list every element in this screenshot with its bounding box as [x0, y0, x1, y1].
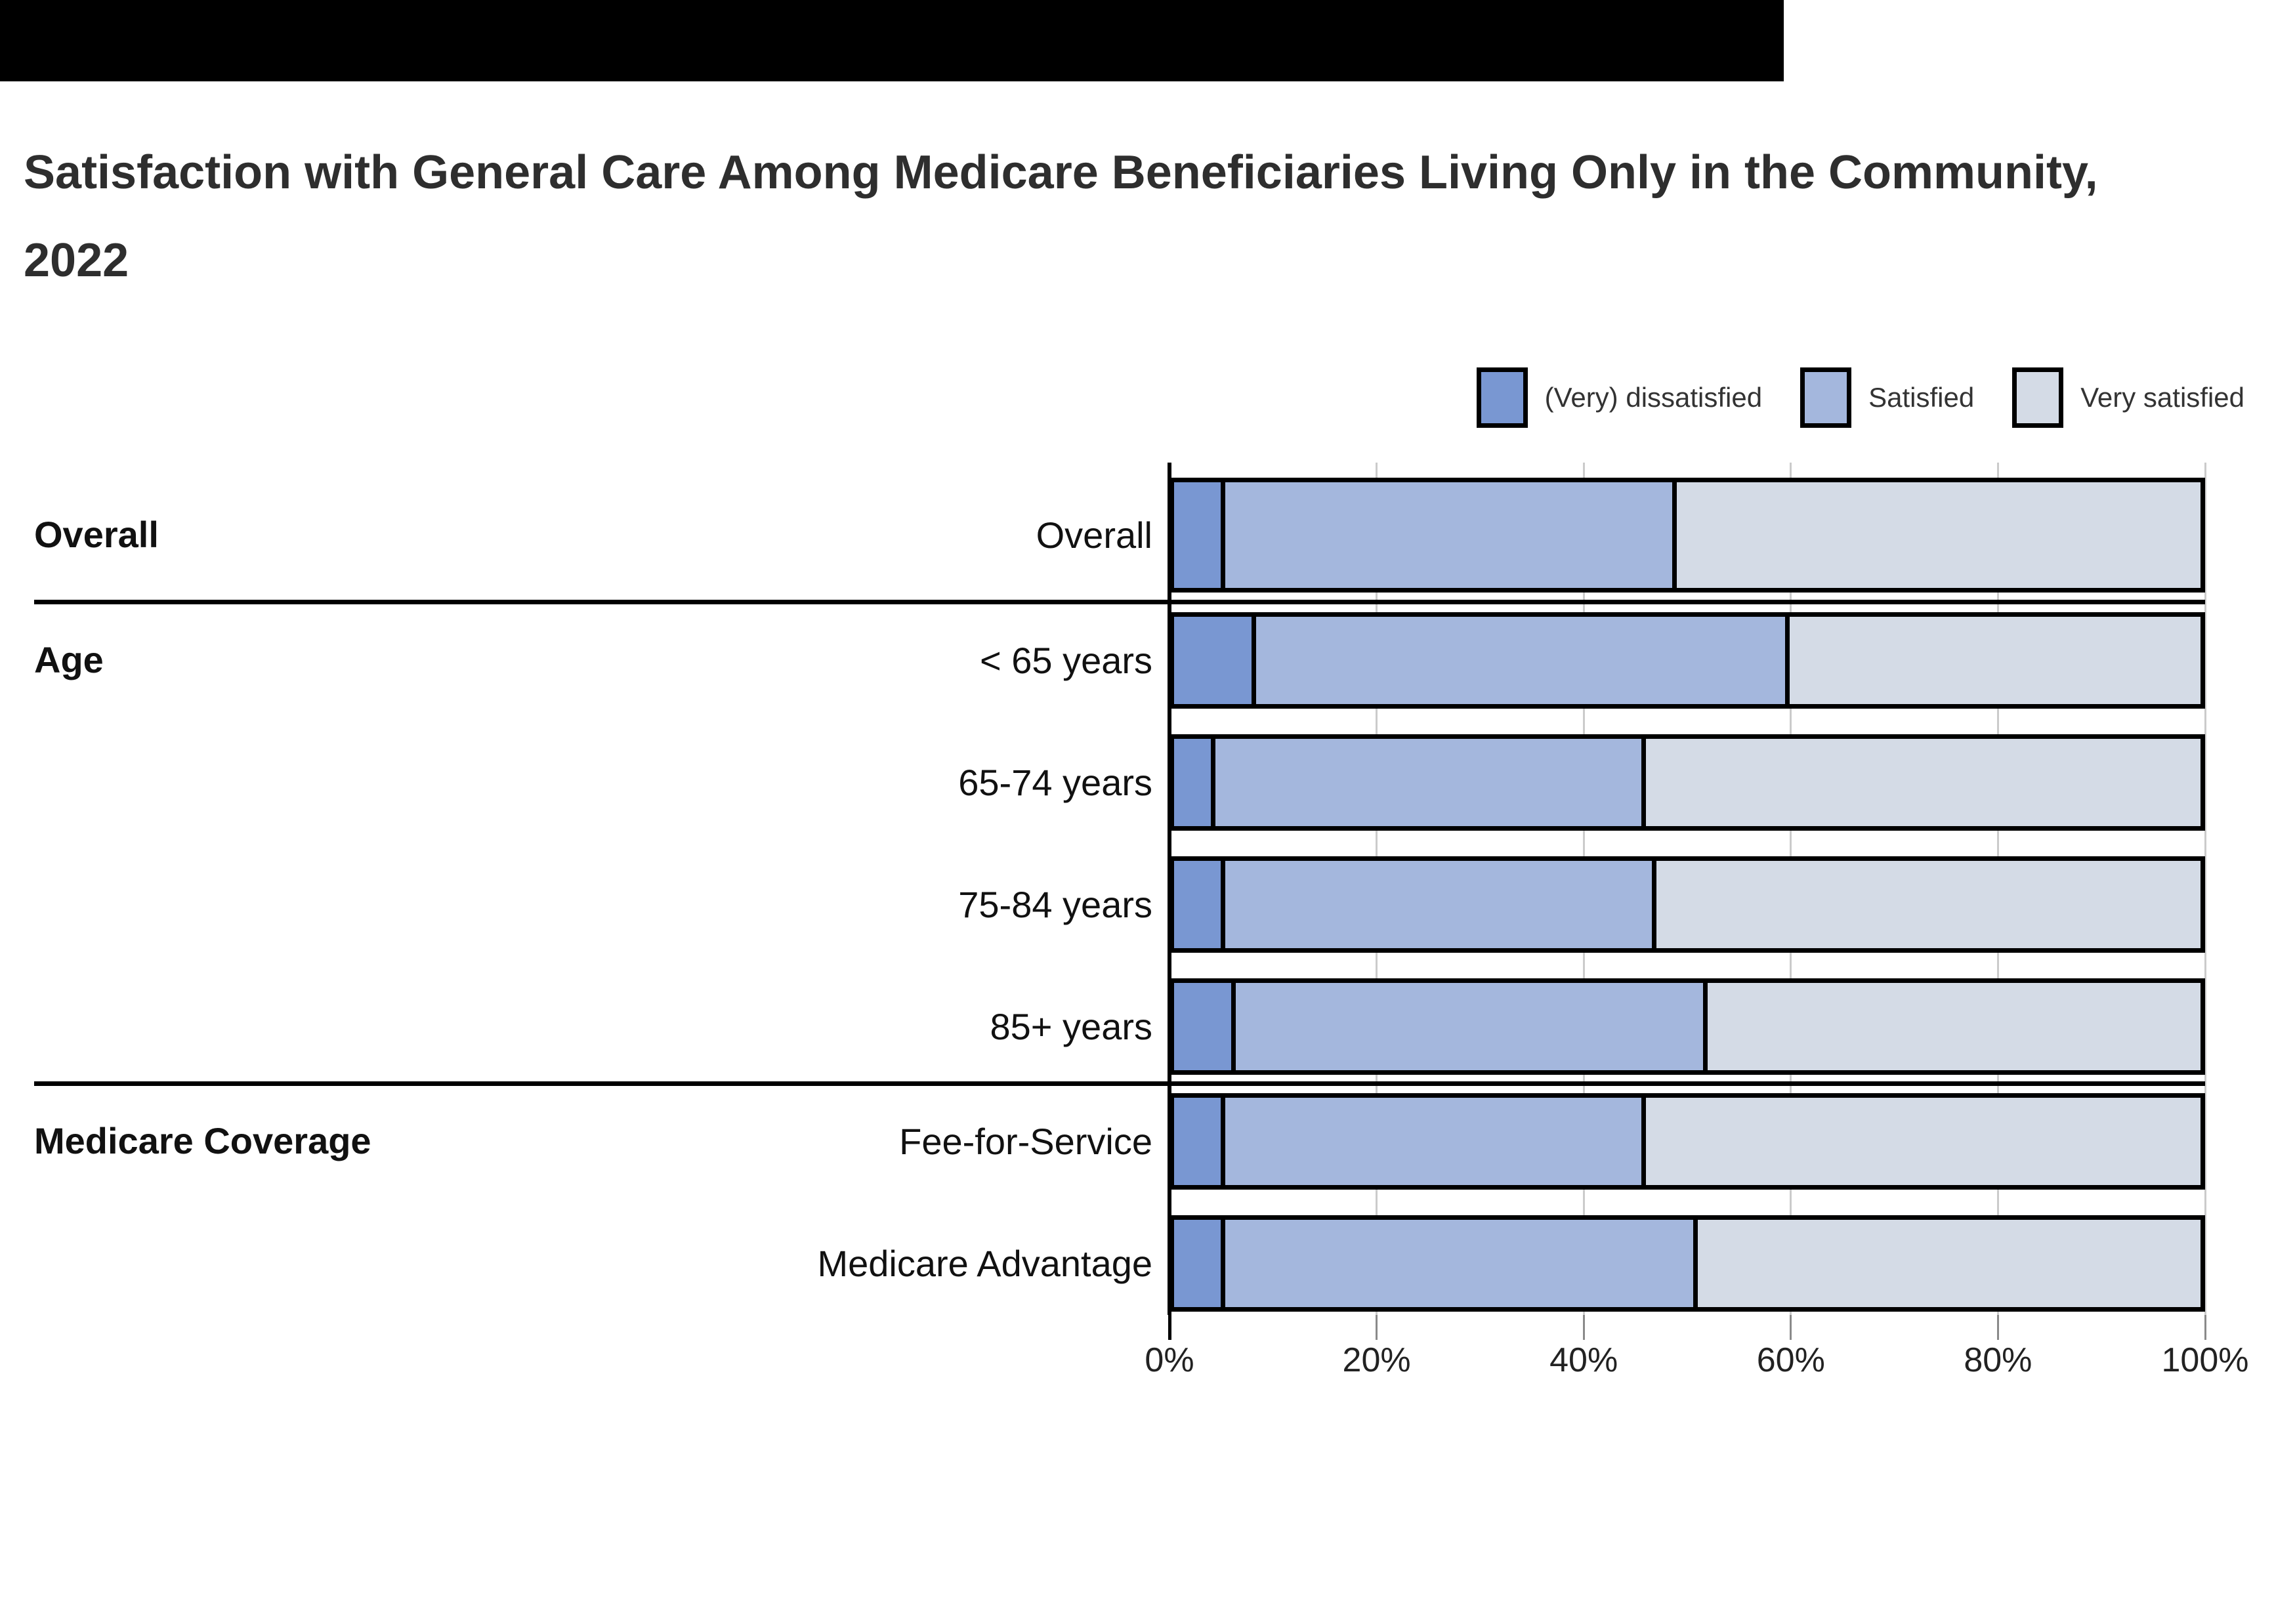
bar-segment-satisfied	[1235, 983, 1708, 1070]
axis-tick-60%	[1790, 1315, 1792, 1340]
row-label-0: Overall	[1036, 514, 1152, 556]
bar-segment-very-satisfied	[1646, 739, 2200, 826]
bar-segment-dissatisfied	[1174, 861, 1226, 948]
group-label-2: Medicare Coverage	[34, 1120, 371, 1161]
group-separator-1	[34, 1081, 2205, 1086]
row-label-6: Medicare Advantage	[817, 1243, 1152, 1284]
bar-segment-very-satisfied	[1677, 482, 2200, 588]
bar-segment-dissatisfied	[1174, 983, 1236, 1070]
axis-tick-40%	[1582, 1315, 1585, 1340]
bar-segment-very-satisfied	[1790, 617, 2200, 704]
row-label-4: 85+ years	[990, 1006, 1153, 1047]
bar-segment-dissatisfied	[1174, 482, 1226, 588]
axis-tick-label-0%: 0%	[1145, 1341, 1194, 1379]
bar-row-4	[1169, 978, 2205, 1075]
bar-segment-very-satisfied	[1708, 983, 2200, 1070]
bar-row-0	[1169, 478, 2205, 593]
gridline-100%	[2204, 463, 2206, 1315]
group-label-1: Age	[34, 639, 104, 680]
bar-segment-very-satisfied	[1697, 1220, 2200, 1307]
row-label-5: Fee-for-Service	[899, 1121, 1152, 1162]
legend-label-dissatisfied: (Very) dissatisfied	[1544, 382, 1763, 413]
legend-label-very-satisfied: Very satisfied	[2080, 382, 2244, 413]
bar-segment-very-satisfied	[1656, 861, 2200, 948]
axis-tick-20%	[1376, 1315, 1378, 1340]
group-label-0: Overall	[34, 514, 159, 555]
legend-swatch-dissatisfied	[1476, 367, 1528, 428]
axis-tick-label-80%: 80%	[1964, 1341, 2032, 1379]
bar-row-1	[1169, 612, 2205, 709]
legend-swatch-very-satisfied	[2012, 367, 2064, 428]
legend-swatch-satisfied	[1800, 367, 1852, 428]
chart-title: Satisfaction with General Care Among Med…	[24, 146, 2098, 287]
bar-segment-satisfied	[1225, 1220, 1698, 1307]
bar-segment-satisfied	[1215, 739, 1647, 826]
bar-segment-satisfied	[1225, 861, 1657, 948]
bar-row-5	[1169, 1093, 2205, 1190]
bar-row-6	[1169, 1215, 2205, 1312]
legend-item-dissatisfied: (Very) dissatisfied	[1476, 367, 1763, 428]
axis-tick-80%	[1996, 1315, 1999, 1340]
row-label-2: 65-74 years	[958, 762, 1152, 803]
axis-tick-label-20%: 20%	[1342, 1341, 1411, 1379]
legend: (Very) dissatisfied Satisfied Very satis…	[1476, 367, 2244, 428]
bar-segment-dissatisfied	[1174, 617, 1257, 704]
legend-label-satisfied: Satisfied	[1868, 382, 1975, 413]
legend-item-satisfied: Satisfied	[1800, 367, 1974, 428]
bar-segment-dissatisfied	[1174, 739, 1215, 826]
bar-segment-very-satisfied	[1646, 1098, 2200, 1185]
axis-tick-100%	[2204, 1315, 2206, 1340]
legend-item-very-satisfied: Very satisfied	[2012, 367, 2244, 428]
bar-row-2	[1169, 734, 2205, 831]
axis-tick-label-40%: 40%	[1549, 1341, 1618, 1379]
row-label-3: 75-84 years	[958, 884, 1152, 925]
top-banner	[0, 0, 1784, 81]
axis-tick-label-100%: 100%	[2161, 1341, 2249, 1379]
group-separator-0	[34, 600, 2205, 604]
bar-segment-dissatisfied	[1174, 1098, 1226, 1185]
axis-tick-0%	[1168, 1315, 1171, 1340]
bar-row-3	[1169, 856, 2205, 953]
row-label-1: < 65 years	[979, 640, 1152, 681]
bar-segment-satisfied	[1256, 617, 1790, 704]
bar-segment-satisfied	[1225, 482, 1677, 588]
bar-segment-dissatisfied	[1174, 1220, 1226, 1307]
bar-segment-satisfied	[1225, 1098, 1647, 1185]
axis-tick-label-60%: 60%	[1756, 1341, 1825, 1379]
